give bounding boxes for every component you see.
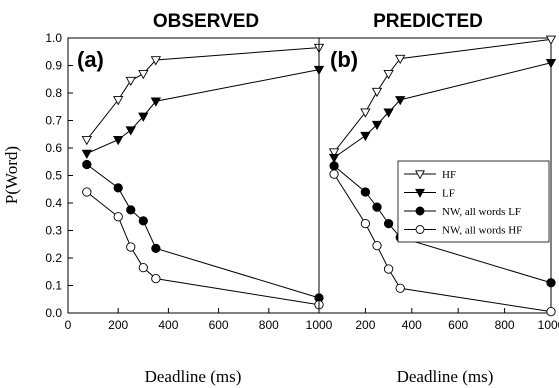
point-predicted-nw-all-words-hf-4 <box>396 284 404 292</box>
y-tick-label-0.7: 0.7 <box>45 114 62 128</box>
point-observed-nw-all-words-hf-2 <box>127 243 135 251</box>
point-predicted-nw-all-words-lf-3 <box>384 219 392 227</box>
y-tick-label-1.0: 1.0 <box>45 31 62 45</box>
point-observed-nw-all-words-hf-3 <box>139 263 147 271</box>
panel-predicted: PREDICTED (b) 200 400 600 800 1000 Deadline … <box>319 11 559 386</box>
x-tick-label-observed-0: 0 <box>65 318 72 332</box>
panel-label-a: (a) <box>77 47 104 72</box>
legend-marker-nw-all-words-hf <box>416 226 424 234</box>
legend-label-lf: LF <box>442 188 455 200</box>
point-predicted-nw-all-words-lf-1 <box>361 188 369 196</box>
plot-frame-observed <box>68 38 319 313</box>
point-predicted-lf-1 <box>361 132 370 140</box>
legend-label-nw-all-words-hf: NW, all words HF <box>442 225 522 237</box>
y-tick-label-0.1: 0.1 <box>45 279 62 293</box>
x-tick-label-observed-400: 400 <box>158 318 178 332</box>
legend: HF LF NW, all words LF NW, all words HF <box>398 161 549 242</box>
point-predicted-nw-all-words-lf-2 <box>373 203 381 211</box>
x-tick-label-observed-1000: 1000 <box>306 318 333 332</box>
point-predicted-nw-all-words-hf-0 <box>330 170 338 178</box>
point-observed-hf-0 <box>82 136 91 144</box>
y-tick-label-0.6: 0.6 <box>45 141 62 155</box>
point-predicted-hf-3 <box>384 70 393 78</box>
point-observed-nw-all-words-lf-0 <box>83 160 91 168</box>
point-predicted-nw-all-words-lf-5 <box>547 279 555 287</box>
legend-marker-nw-all-words-lf <box>416 207 424 215</box>
y-tick-label-0.0: 0.0 <box>45 306 62 320</box>
point-observed-nw-all-words-hf-1 <box>114 213 122 221</box>
point-predicted-nw-all-words-hf-1 <box>361 219 369 227</box>
x-tick-label-predicted-1000: 1000 <box>538 318 559 332</box>
series-line-observed-hf <box>87 48 319 140</box>
x-tick-label-predicted-800: 800 <box>495 318 515 332</box>
y-tick-label-0.5: 0.5 <box>45 169 62 183</box>
point-observed-nw-all-words-lf-1 <box>114 184 122 192</box>
point-observed-nw-all-words-lf-4 <box>152 244 160 252</box>
legend-label-hf: HF <box>442 169 456 181</box>
point-observed-lf-0 <box>82 150 91 158</box>
series-line-observed-nw-all-words-hf <box>87 192 319 305</box>
y-tick-label-0.3: 0.3 <box>45 224 62 238</box>
point-predicted-hf-2 <box>373 88 382 96</box>
legend-label-nw-all-words-lf: NW, all words LF <box>442 206 521 218</box>
point-observed-lf-1 <box>114 136 123 144</box>
point-observed-hf-3 <box>139 70 148 78</box>
x-axis-title-predicted: Deadline (ms) <box>397 367 494 386</box>
y-tick-label-0.2: 0.2 <box>45 251 62 265</box>
point-predicted-lf-0 <box>330 154 339 162</box>
panel-title-observed: OBSERVED <box>153 11 259 32</box>
point-observed-nw-all-words-lf-2 <box>127 206 135 214</box>
axis-ticks-observed: 0 200 400 600 800 1000 0.0 0.1 0.2 0.3 0.4 0.5 0.6 0.… <box>45 31 332 332</box>
point-observed-nw-all-words-lf-3 <box>139 217 147 225</box>
series-line-observed-lf <box>87 70 319 154</box>
x-axis-title-observed: Deadline (ms) <box>145 367 242 386</box>
panel-label-b: (b) <box>330 47 358 72</box>
axis-ticks-predicted: 200 400 600 800 1000 <box>355 308 559 332</box>
y-axis-title: P(Word) <box>2 146 21 204</box>
x-tick-label-observed-200: 200 <box>108 318 128 332</box>
y-tick-label-0.8: 0.8 <box>45 86 62 100</box>
point-observed-lf-2 <box>126 127 135 135</box>
point-predicted-nw-all-words-lf-0 <box>330 162 338 170</box>
x-tick-label-observed-800: 800 <box>259 318 279 332</box>
point-predicted-nw-all-words-hf-3 <box>384 265 392 273</box>
point-observed-nw-all-words-hf-4 <box>152 274 160 282</box>
x-tick-label-predicted-400: 400 <box>402 318 422 332</box>
point-predicted-nw-all-words-hf-5 <box>547 307 555 315</box>
x-tick-label-observed-600: 600 <box>209 318 229 332</box>
point-observed-hf-2 <box>126 77 135 85</box>
series-group-observed <box>82 44 323 309</box>
x-tick-label-predicted-200: 200 <box>355 318 375 332</box>
point-predicted-nw-all-words-hf-2 <box>373 241 381 249</box>
y-tick-label-0.9: 0.9 <box>45 59 62 73</box>
panel-observed: OBSERVED (a) 0 200 400 600 800 10000.00.10.20… <box>2 11 333 386</box>
point-observed-nw-all-words-hf-0 <box>83 188 91 196</box>
series-line-observed-nw-all-words-lf <box>87 165 319 298</box>
x-tick-label-predicted-600: 600 <box>448 318 468 332</box>
y-tick-label-0.4: 0.4 <box>45 196 62 210</box>
panel-title-predicted: PREDICTED <box>373 11 483 32</box>
